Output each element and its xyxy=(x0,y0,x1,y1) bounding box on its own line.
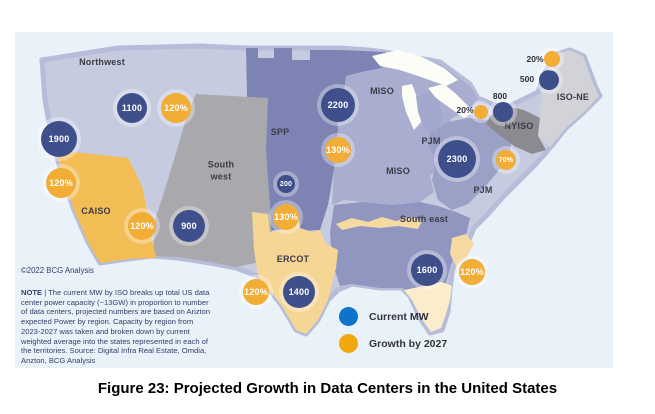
atlantic-coast-strip xyxy=(450,234,474,266)
lake-michigan xyxy=(402,84,421,130)
growth-dot-icon xyxy=(339,334,358,353)
note-label: NOTE xyxy=(21,288,43,297)
legend: Current MW Growth by 2027 xyxy=(339,306,447,360)
region-florida xyxy=(404,282,452,332)
gulf-coast-strip xyxy=(336,217,422,230)
legend-label-growth: Growth by 2027 xyxy=(369,337,448,350)
note-text: | The current MW by ISO breaks up total … xyxy=(21,288,211,366)
region-ercot xyxy=(252,212,338,334)
legend-row-current: Current MW xyxy=(339,306,447,327)
note-block: NOTE | The current MW by ISO breaks up t… xyxy=(21,288,214,366)
legend-row-growth: Growth by 2027 xyxy=(339,333,447,354)
michigan-mitten xyxy=(416,92,442,132)
figure-caption: Figure 23: Projected Growth in Data Cent… xyxy=(97,380,558,397)
copyright-text: ©2022 BCG Analysis xyxy=(21,266,94,275)
lake-huron-erie xyxy=(428,84,474,118)
current-mw-dot-icon xyxy=(339,307,358,326)
legend-label-current: Current MW xyxy=(369,310,429,323)
lake-superior xyxy=(372,50,458,86)
